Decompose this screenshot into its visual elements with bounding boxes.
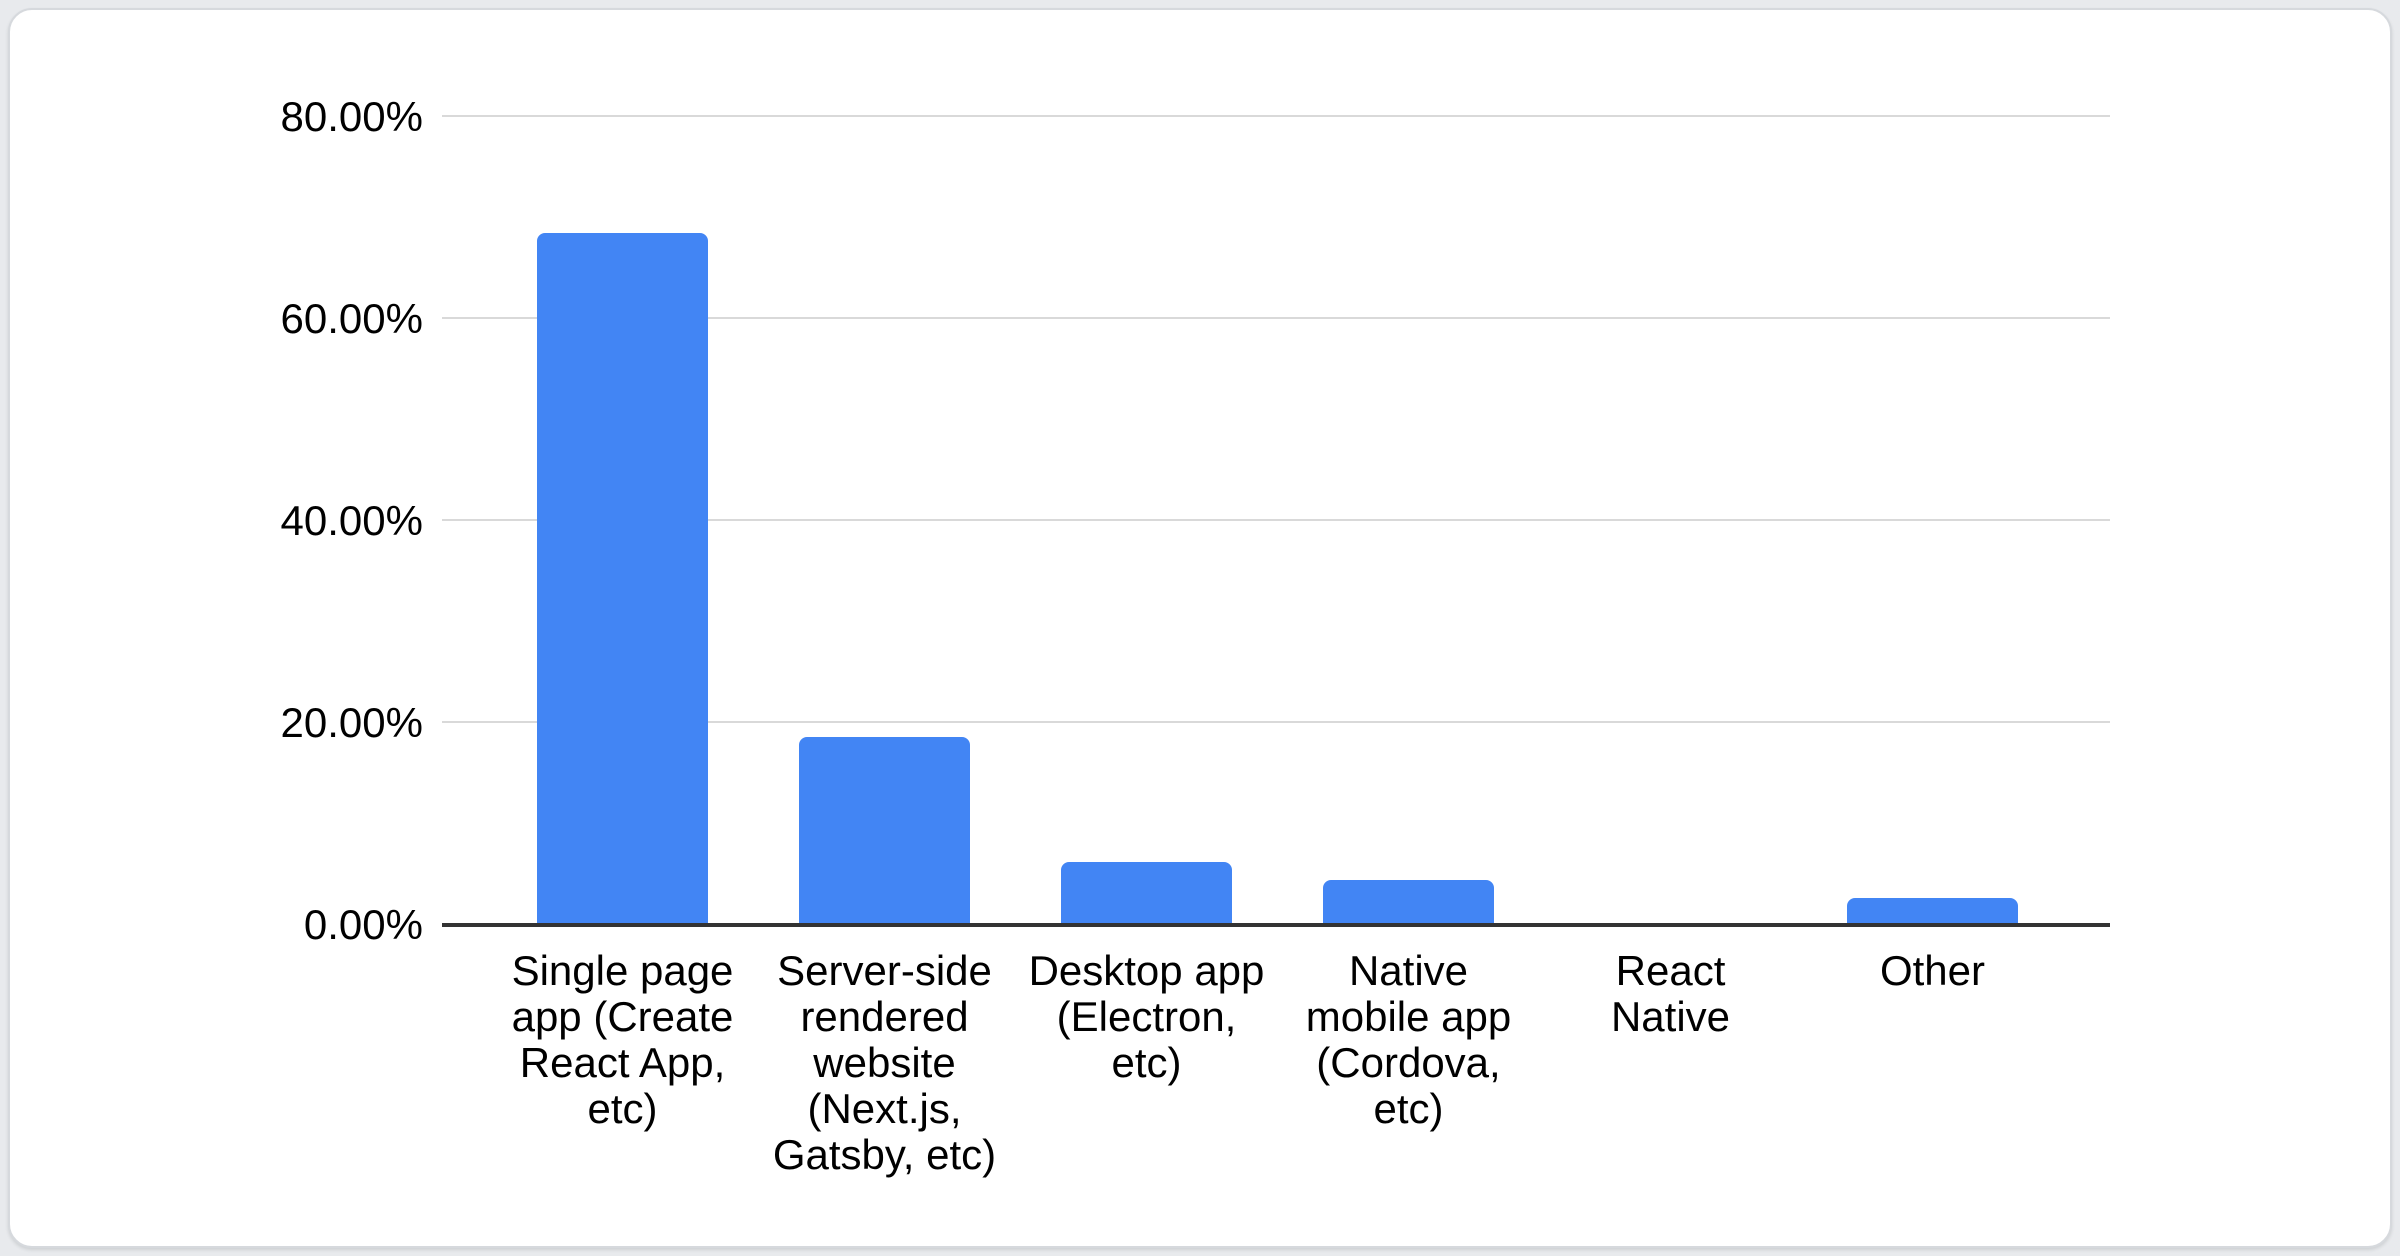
x-axis-line — [442, 923, 2110, 927]
chart-card: 0.00% 20.00% 40.00% 60.00% 80.00% Single page… — [8, 8, 2392, 1248]
y-axis-tick-label: 20.00% — [280, 699, 423, 746]
y-axis-tick-label: 80.00% — [280, 93, 423, 140]
bar-chart: 0.00% 20.00% 40.00% 60.00% 80.00% Single page… — [10, 10, 2390, 1246]
x-axis-category-label: Single page app (Create React App, etc) — [511, 947, 734, 1132]
bar-2[interactable] — [799, 737, 970, 923]
y-axis-tick-label: 60.00% — [280, 295, 423, 342]
y-gridline — [442, 317, 2110, 319]
x-axis-category-label: Native mobile app (Cordova, etc) — [1305, 947, 1512, 1132]
bar-4[interactable] — [1323, 880, 1494, 923]
y-gridline — [442, 519, 2110, 521]
bar-3[interactable] — [1061, 862, 1232, 923]
y-gridline — [442, 115, 2110, 117]
bar-6[interactable] — [1847, 898, 2018, 923]
x-axis-category-label: Other — [1879, 947, 1986, 994]
x-axis-category-label: Desktop app (Electron, etc) — [1028, 947, 1265, 1086]
y-gridline — [442, 721, 2110, 723]
x-axis-category-label: React Native — [1610, 947, 1731, 1040]
x-axis-category-label: Server-side rendered website (Next.js, G… — [772, 947, 997, 1178]
bar-1[interactable] — [537, 233, 708, 923]
y-axis-tick-label: 0.00% — [303, 901, 423, 948]
y-axis-tick-label: 40.00% — [280, 497, 423, 544]
